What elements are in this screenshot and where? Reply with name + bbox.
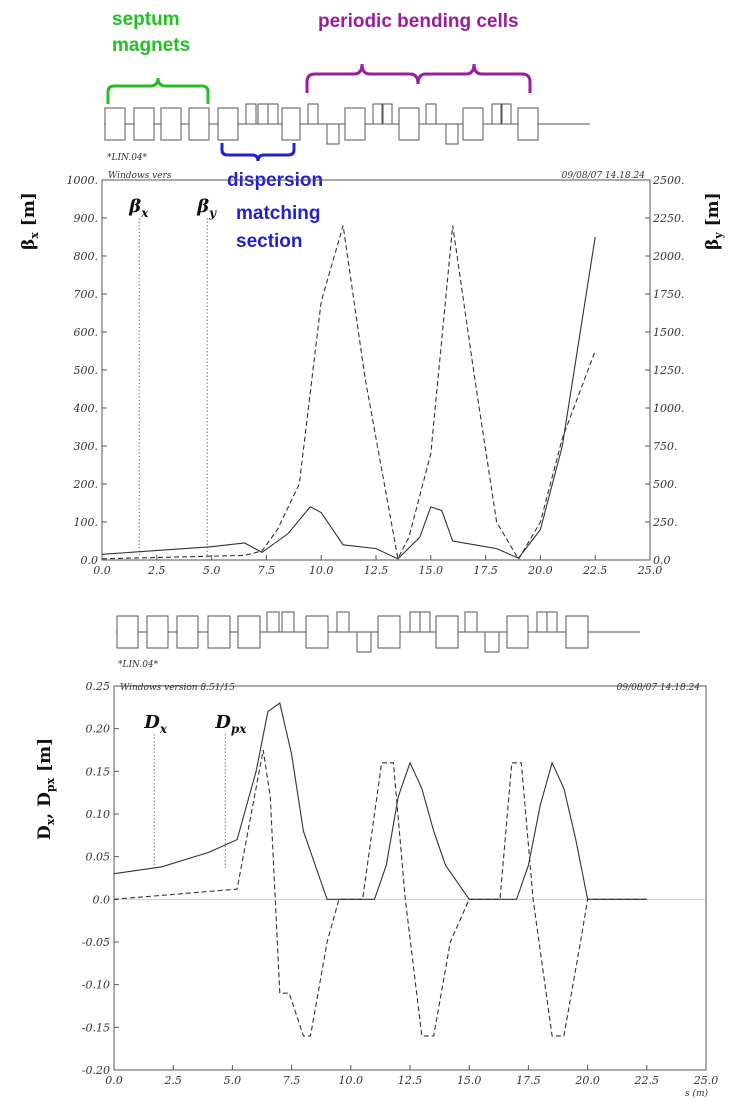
- x-tick-label: 5.0: [203, 564, 221, 577]
- series-line-dpx: [113, 749, 647, 1037]
- y-tick-label: 0.15: [86, 765, 111, 778]
- y-right-tick-label: 750.: [653, 440, 678, 453]
- x-tick-label: 17.5: [473, 564, 498, 577]
- septum-label-line1: septum: [112, 9, 180, 30]
- y-tick-label: -0.05: [82, 936, 110, 949]
- y-tick-label: -0.15: [82, 1021, 110, 1034]
- y-tick-label: 400.: [73, 402, 99, 415]
- y-tick-label: 0.10: [86, 808, 111, 821]
- x-tick-label: 7.5: [283, 1074, 301, 1087]
- x-tick-label: 22.5: [634, 1074, 660, 1087]
- x-tick-label: 0.0: [105, 1074, 123, 1087]
- y-tick-label: 700.: [74, 288, 99, 301]
- x-tick-label: 15.0: [419, 564, 444, 577]
- x-tick-label: 2.5: [163, 1074, 182, 1087]
- dispersion-xlabel: s (m): [685, 1088, 709, 1099]
- dispersion-label-line3: section: [236, 231, 303, 252]
- dispersion-chart: Windows version 8.51/15 09/08/07 14.18.2…: [35, 680, 718, 1099]
- annotations: septum magnets periodic bending cells di…: [106, 9, 532, 252]
- x-tick-label: 20.0: [574, 1074, 600, 1087]
- beta-ylabel-right: βy [m]: [703, 192, 725, 250]
- lattice-label-top: *LIN.04*: [107, 153, 148, 163]
- marker-label: Dpx: [214, 712, 247, 736]
- dispersion-ylabel: Dx, Dpx [m]: [35, 738, 57, 840]
- y-right-tick-label: 2500.: [652, 174, 685, 187]
- dispersion-bracket: [220, 143, 296, 162]
- x-tick-label: 17.5: [516, 1074, 541, 1087]
- marker-label: Dx: [143, 712, 168, 736]
- dispersion-label-line2: matching: [236, 203, 320, 224]
- y-right-tick-label: 2000.: [652, 250, 685, 263]
- marker-label: βy: [196, 196, 217, 220]
- x-tick-label: 15.0: [457, 1074, 482, 1087]
- lattice-label-bottom: *LIN.04*: [118, 660, 159, 670]
- y-tick-label: 900.: [74, 212, 99, 225]
- y-tick-label: 800.: [74, 250, 99, 263]
- x-tick-label: 25.0: [693, 1074, 719, 1087]
- x-tick-label: 10.0: [309, 564, 334, 577]
- y-tick-label: 100.: [74, 516, 99, 529]
- y-tick-label: 0.25: [86, 680, 111, 693]
- lattice-strip-top: [104, 103, 590, 145]
- y-tick-label: 600.: [74, 326, 99, 339]
- y-tick-label: -0.20: [82, 1064, 110, 1077]
- y-tick-label: 0.0: [93, 893, 111, 906]
- y-tick-label: 0.0: [81, 554, 99, 567]
- y-right-tick-label: 1250.: [653, 364, 685, 377]
- beta-plot-frame: [101, 179, 651, 561]
- beta-header-left: Windows vers: [108, 171, 172, 181]
- y-tick-label: 300.: [74, 440, 99, 453]
- x-tick-label: 12.5: [398, 1074, 423, 1087]
- y-tick-label: 0.20: [86, 723, 111, 736]
- y-tick-label: 1000.: [67, 174, 99, 187]
- x-tick-label: 12.5: [364, 564, 389, 577]
- periodic-bracket: [305, 63, 532, 93]
- y-tick-label: 500.: [74, 364, 99, 377]
- y-right-tick-label: 0.0: [653, 554, 671, 567]
- series-line-βy: [101, 225, 596, 561]
- series-line-dx: [113, 702, 647, 900]
- x-tick-label: 0.0: [93, 564, 111, 577]
- beta-header-right: 09/08/07 14.18.24: [562, 171, 646, 181]
- beta-ylabel-left: βx [m]: [19, 192, 41, 250]
- lattice-strip-bottom: [116, 611, 640, 653]
- dispersion-header-left: Windows version 8.51/15: [120, 683, 235, 693]
- y-right-tick-label: 1000.: [653, 402, 685, 415]
- y-right-tick-label: 500.: [653, 478, 678, 491]
- y-right-tick-label: 2250.: [652, 212, 685, 225]
- x-tick-label: 10.0: [339, 1074, 364, 1087]
- y-tick-label: -0.10: [82, 979, 110, 992]
- x-tick-label: 7.5: [258, 564, 276, 577]
- marker-label: βx: [128, 196, 149, 220]
- y-tick-label: 0.05: [86, 851, 111, 864]
- dispersion-header-right: 09/08/07 14.18.24: [617, 683, 701, 693]
- x-tick-label: 22.5: [582, 564, 608, 577]
- x-tick-label: 2.5: [147, 564, 166, 577]
- x-tick-label: 5.0: [224, 1074, 242, 1087]
- septum-bracket: [106, 77, 210, 104]
- y-right-tick-label: 250.: [652, 516, 678, 529]
- y-right-tick-label: 1500.: [653, 326, 685, 339]
- dispersion-plot-frame: [113, 685, 707, 1071]
- septum-label-line2: magnets: [112, 35, 190, 56]
- y-right-tick-label: 1750.: [653, 288, 685, 301]
- x-tick-label: 25.0: [637, 564, 663, 577]
- periodic-label: periodic bending cells: [318, 11, 519, 32]
- x-tick-label: 20.0: [527, 564, 553, 577]
- y-tick-label: 200.: [73, 478, 99, 491]
- series-line-βx: [101, 236, 596, 560]
- beta-chart: Windows vers 09/08/07 14.18.24 βx [m] βy…: [19, 171, 725, 577]
